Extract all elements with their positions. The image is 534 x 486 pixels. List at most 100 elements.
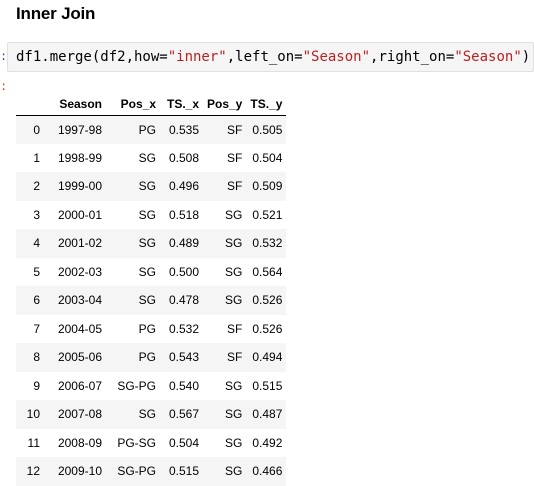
table-cell: 0.515 — [168, 464, 199, 479]
table-cell: 2006-07 — [57, 378, 102, 393]
table-cell: SG — [225, 378, 243, 393]
table-cell: SG — [138, 150, 156, 165]
table-cell: 0.535 — [168, 122, 199, 137]
table-cell: 2007-08 — [57, 407, 102, 422]
table-cell: PG-SG — [117, 435, 156, 450]
table-cell: 2009-10 — [57, 464, 102, 479]
table-cell: 0.500 — [168, 264, 199, 279]
code-token: ) — [521, 49, 531, 65]
table-cell: 1997-98 — [57, 122, 102, 137]
table-cell: 0.540 — [168, 378, 199, 393]
row-index: 11 — [27, 435, 40, 450]
table-row: 9 2006-07 SG-PG 0.540 SG 0.515 — [16, 371, 287, 400]
table-cell: 1999-00 — [57, 179, 102, 194]
table-cell: 2000-01 — [57, 207, 102, 222]
row-index: 4 — [33, 236, 40, 251]
code-token: ,left_on= — [226, 49, 303, 65]
table-row: 0 1997-98 PG 0.535 SF 0.505 — [16, 115, 287, 144]
table-cell: 2002-03 — [57, 264, 102, 279]
table-cell: 1998-99 — [57, 150, 102, 165]
index-header — [16, 93, 44, 116]
table-cell: SG-PG — [117, 378, 156, 393]
table-cell: 2001-02 — [57, 236, 102, 251]
table-cell: SG — [225, 464, 243, 479]
output-prompt: : — [0, 80, 8, 94]
table-cell: 0.489 — [168, 236, 199, 251]
table-cell: 0.487 — [252, 407, 283, 422]
row-index: 7 — [33, 321, 40, 336]
table-cell: 0.564 — [252, 264, 283, 279]
table-cell: SG — [138, 264, 156, 279]
table-row: 6 2003-04 SG 0.478 SG 0.526 — [16, 286, 287, 315]
row-index: 9 — [33, 378, 40, 393]
table-cell: 0.532 — [168, 321, 199, 336]
code-token: ,right_on= — [370, 49, 455, 65]
table-cell: SG — [138, 293, 156, 308]
table-cell: 0.567 — [168, 407, 199, 422]
code-cell[interactable]: df1.merge(df2,how="inner",left_on="Seaso… — [7, 42, 534, 72]
table-cell: 0.504 — [168, 435, 199, 450]
table-cell: 0.532 — [252, 236, 283, 251]
row-index: 10 — [26, 407, 40, 422]
dataframe-output: Season Pos_x TS._x Pos_y TS._y 0 1997-98 PG 0.5… — [16, 93, 287, 486]
row-index: 5 — [33, 264, 40, 279]
row-index: 8 — [33, 350, 40, 365]
table-cell: 2003-04 — [57, 293, 102, 308]
row-index: 12 — [26, 464, 40, 479]
table-cell: 2008-09 — [57, 435, 102, 450]
table-cell: 0.478 — [168, 293, 199, 308]
table-cell: 0.518 — [168, 207, 199, 222]
table-cell: SG-PG — [117, 464, 156, 479]
table-cell: 0.515 — [252, 378, 283, 393]
table-row: 11 2008-09 PG-SG 0.504 SG 0.492 — [16, 428, 287, 457]
row-index: 6 — [33, 293, 40, 308]
row-index: 3 — [33, 207, 40, 222]
table-cell: SG — [225, 435, 243, 450]
table-cell: SG — [138, 179, 156, 194]
table-cell: SG — [225, 264, 243, 279]
table-row: 4 2001-02 SG 0.489 SG 0.532 — [16, 229, 287, 258]
table-cell: SF — [227, 321, 243, 336]
code-editor[interactable]: df1.merge(df2,how="inner",left_on="Seaso… — [16, 49, 530, 65]
column-header: TS._x — [160, 93, 203, 116]
table-cell: 2005-06 — [57, 350, 102, 365]
code-string-token: "Season" — [302, 49, 371, 65]
table-cell: SF — [227, 150, 243, 165]
table-cell: PG — [138, 122, 156, 137]
row-index: 0 — [33, 122, 40, 137]
column-header: Pos_x — [106, 93, 160, 116]
column-header: TS._y — [246, 93, 287, 116]
table-row: 1 1998-99 SG 0.508 SF 0.504 — [16, 143, 287, 172]
table-cell: SG — [138, 207, 156, 222]
table-body: 0 1997-98 PG 0.535 SF 0.505 1 1998-99 SG 0.508 SF 0… — [16, 115, 287, 486]
table-cell: SF — [227, 179, 243, 194]
table-row: 8 2005-06 PG 0.543 SF 0.494 — [16, 343, 287, 372]
input-prompt: : — [0, 50, 8, 64]
row-index: 2 — [33, 179, 40, 194]
section-heading: Inner Join — [16, 4, 96, 23]
table-cell: SF — [227, 122, 243, 137]
code-string-token: "Season" — [454, 49, 522, 65]
table-cell: SG — [225, 293, 243, 308]
table-cell: 0.492 — [252, 435, 283, 450]
table-cell: 0.521 — [252, 207, 283, 222]
table-cell: 0.526 — [252, 321, 283, 336]
table-cell: 0.504 — [252, 150, 283, 165]
table-cell: PG — [138, 350, 156, 365]
table-cell: SG — [225, 207, 243, 222]
table-cell: SF — [227, 350, 243, 365]
table-cell: 0.543 — [168, 350, 199, 365]
table-row: 2 1999-00 SG 0.496 SF 0.509 — [16, 172, 287, 201]
table-cell: 0.508 — [168, 150, 199, 165]
table-cell: 0.496 — [168, 179, 199, 194]
table-cell: SG — [138, 236, 156, 251]
table-cell: PG — [138, 321, 156, 336]
table-row: 5 2002-03 SG 0.500 SG 0.564 — [16, 257, 287, 286]
code-token: df1.merge(df2,how= — [16, 49, 168, 65]
table-cell: 0.505 — [252, 122, 283, 137]
table-cell: 0.509 — [252, 179, 283, 194]
table-header-row: Season Pos_x TS._x Pos_y TS._y — [16, 93, 287, 116]
row-index: 1 — [33, 150, 40, 165]
table-cell: 2004-05 — [57, 321, 102, 336]
table-cell: SG — [225, 236, 243, 251]
